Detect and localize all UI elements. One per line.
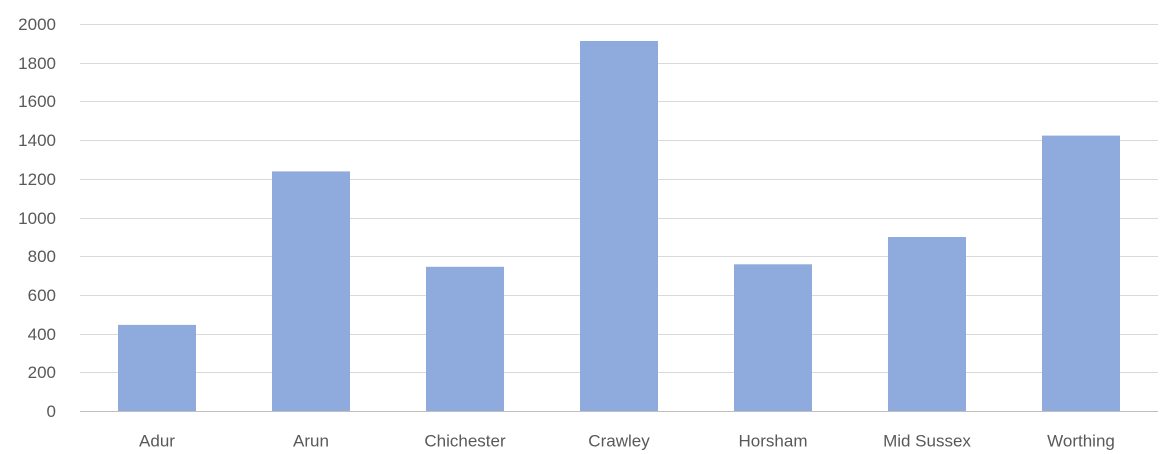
y-tick-label: 1000 bbox=[18, 209, 56, 228]
x-tick-label: Horsham bbox=[739, 432, 808, 451]
bar-crawley bbox=[580, 41, 658, 411]
x-tick-label: Arun bbox=[293, 432, 329, 451]
x-tick-label: Chichester bbox=[424, 432, 506, 451]
y-tick-label: 1200 bbox=[18, 170, 56, 189]
y-axis-ticks: 0 200 400 600 800 1000 1200 1400 1600 1800 2000 bbox=[18, 15, 56, 421]
bar-arun bbox=[272, 171, 350, 411]
x-tick-label: Worthing bbox=[1047, 432, 1115, 451]
bar-horsham bbox=[734, 264, 812, 411]
bar-adur bbox=[118, 324, 196, 411]
y-tick-label: 800 bbox=[28, 247, 56, 266]
y-tick-label: 2000 bbox=[18, 15, 56, 34]
y-tick-label: 1800 bbox=[18, 54, 56, 73]
y-tick-label: 1400 bbox=[18, 131, 56, 150]
y-tick-label: 600 bbox=[28, 286, 56, 305]
y-tick-label: 400 bbox=[28, 325, 56, 344]
y-tick-label: 0 bbox=[47, 402, 56, 421]
x-tick-label: Mid Sussex bbox=[883, 432, 971, 451]
y-tick-label: 1600 bbox=[18, 92, 56, 111]
x-axis-ticks: Adur Arun Chichester Crawley Horsham Mid Suss… bbox=[139, 432, 1115, 451]
bar-worthing bbox=[1042, 135, 1120, 411]
x-tick-label: Adur bbox=[139, 432, 175, 451]
x-tick-label: Crawley bbox=[588, 432, 650, 451]
bar-mid-sussex bbox=[888, 237, 966, 411]
bars bbox=[118, 41, 1120, 411]
y-tick-label: 200 bbox=[28, 363, 56, 382]
bar-chichester bbox=[426, 266, 504, 411]
